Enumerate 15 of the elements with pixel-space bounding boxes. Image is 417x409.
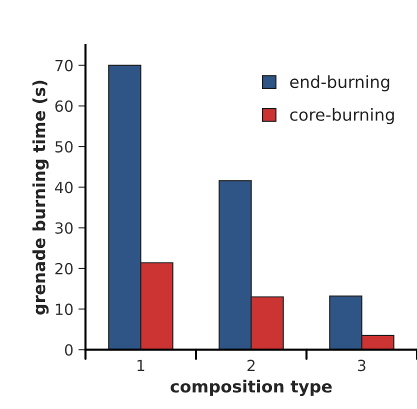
legend-label: end-burning [290, 75, 390, 92]
x-tick-label: 3 [358, 360, 366, 372]
legend-label: core-burning [290, 108, 394, 124]
x-tick-label: 1 [138, 360, 144, 372]
x-tick-label: 2 [248, 360, 255, 372]
y-tick-label: 60 [55, 100, 73, 112]
y-axis-title: grenade burning time (s) [32, 80, 49, 315]
y-tick-label: 70 [55, 60, 73, 72]
y-tick-label: 40 [54, 182, 73, 194]
y-tick-label: 50 [55, 141, 73, 153]
y-tick-label: 20 [55, 262, 73, 274]
y-tick-label: 30 [55, 222, 73, 234]
y-tick-label: 10 [56, 304, 73, 316]
y-tick-label: 0 [64, 344, 73, 356]
x-axis-title: composition type [170, 380, 332, 396]
